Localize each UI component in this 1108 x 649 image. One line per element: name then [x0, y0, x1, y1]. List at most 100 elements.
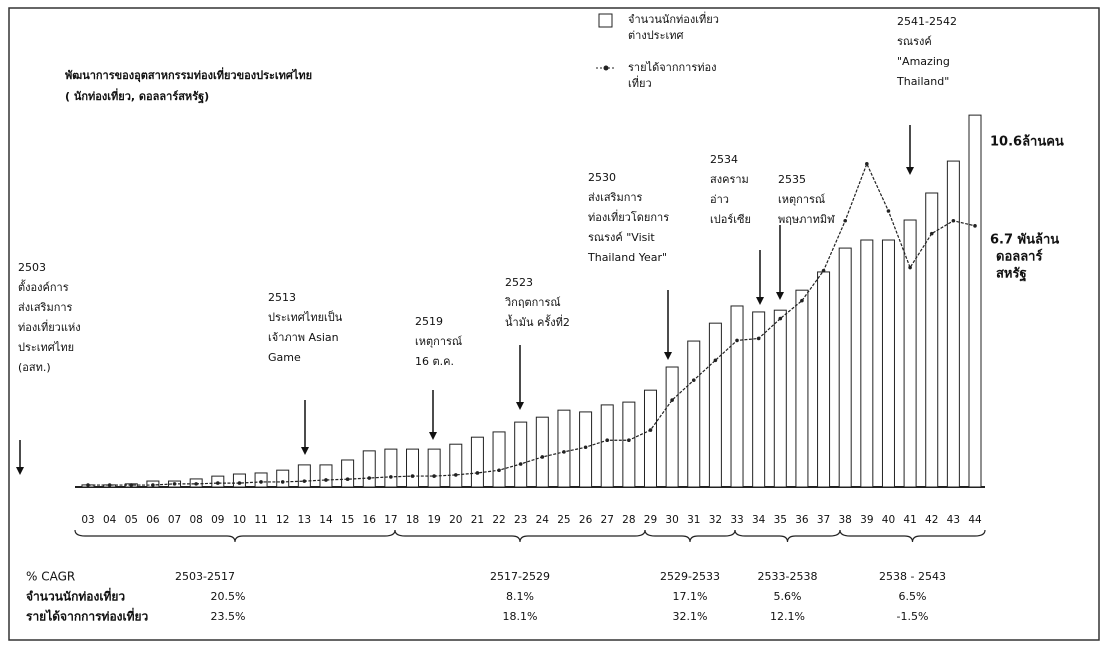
x-tick-label: 30 [665, 514, 678, 526]
x-tick-label: 06 [146, 514, 160, 526]
arrow-head [664, 352, 672, 360]
period-label: 2517-2529 [490, 570, 550, 583]
arrow-head [301, 447, 309, 455]
annotation: "Amazing [897, 55, 950, 68]
line-point [843, 218, 847, 223]
annotation: Thailand" [896, 75, 949, 88]
x-tick-label: 13 [298, 514, 311, 526]
x-tick-label: 22 [492, 514, 505, 526]
x-tick-label: 25 [557, 514, 570, 526]
row-label: รายได้จากการท่องเที่ยว [26, 608, 149, 624]
end-label: ดอลลาร์ [996, 249, 1042, 265]
line [88, 162, 976, 486]
annotation: สงคราม [710, 173, 749, 186]
x-tick-label: 29 [644, 514, 657, 526]
bar [665, 366, 679, 488]
arrow-head [16, 467, 24, 475]
legend-swatch-dot [603, 65, 609, 71]
x-tick-label: 40 [882, 514, 895, 526]
x-tick-label: 07 [168, 514, 181, 526]
bar [730, 305, 744, 488]
end-label: 6.7 พันล้าน [990, 232, 1059, 248]
line-point [691, 378, 696, 382]
bar [297, 464, 311, 488]
x-tick-label: 34 [752, 514, 766, 526]
x-tick-label: 12 [276, 514, 289, 526]
annotation: 2503 [18, 261, 46, 274]
brace [644, 529, 736, 543]
bar [773, 309, 787, 488]
cagr-value: 32.1% [673, 610, 708, 623]
line-point [410, 474, 415, 478]
bar [687, 340, 701, 488]
x-tick-label: 23 [514, 514, 527, 526]
legend-label: รายได้จากการท่องเที่ยว [628, 61, 717, 90]
bar [276, 469, 290, 488]
annotation: รณรงค์ [897, 35, 932, 48]
x-tick-label: 28 [622, 514, 635, 526]
annotation: รณรงค์ "Visit [588, 231, 655, 244]
cagr-value: 8.1% [506, 590, 534, 603]
line-point [367, 476, 372, 480]
x-tick-label: 21 [471, 514, 484, 526]
x-tick-label: 03 [81, 514, 94, 526]
line-point [237, 481, 242, 485]
line-point [583, 445, 588, 450]
x-tick-label: 39 [860, 514, 873, 526]
line-point [648, 428, 653, 432]
annotation: วิกฤตการณ์ [504, 296, 560, 309]
cagr-value: 12.1% [770, 610, 805, 623]
cagr-value: -1.5% [897, 610, 929, 623]
annotation: 2535 [778, 173, 806, 186]
x-tick-label: 42 [925, 514, 938, 526]
bar [427, 448, 441, 488]
line-point [908, 265, 912, 270]
x-tick-label: 27 [601, 514, 614, 526]
period-label: 2538 - 2543 [879, 570, 946, 583]
x-tick-label: 08 [189, 514, 202, 526]
annotation: ส่งเสริมการ [588, 191, 643, 204]
line-point [605, 438, 610, 443]
line-point [345, 477, 350, 482]
end-label: สหรัฐ [996, 267, 1027, 283]
legend-label: จำนวนนักท่องเที่ยวต่างประเทศ [628, 13, 719, 42]
x-tick-label: 14 [319, 514, 333, 526]
line-point [497, 468, 501, 473]
annotation: Game [268, 351, 301, 364]
x-tick-label: 43 [947, 514, 960, 526]
bar [535, 416, 549, 488]
x-tick-label: 35 [774, 514, 787, 526]
bar [946, 160, 960, 488]
bar [514, 421, 528, 488]
x-tick-label: 18 [406, 514, 419, 526]
x-tick-label: 36 [795, 514, 809, 526]
x-tick-label: 11 [254, 514, 267, 526]
x-tick-label: 16 [363, 514, 377, 526]
arrow-head [776, 292, 784, 300]
bar [492, 431, 506, 488]
line-point [280, 480, 285, 484]
x-tick-label: 05 [125, 514, 138, 526]
arrow-head [756, 297, 764, 305]
x-tick-label: 19 [427, 514, 440, 526]
annotation: อ่าว [710, 193, 729, 206]
line-point [562, 450, 566, 454]
period-label: 2533-2538 [758, 570, 818, 583]
period-label: 2503-2517 [175, 570, 235, 583]
annotation: ประเทศไทย [18, 341, 74, 354]
line-point [389, 475, 393, 479]
bar [817, 271, 831, 488]
annotation: น้ำมัน ครั้งที่2 [505, 314, 570, 329]
brace [394, 529, 646, 543]
line-point [540, 455, 545, 459]
bar [600, 404, 614, 488]
line-point [129, 483, 134, 487]
bar [881, 239, 895, 488]
annotation: ส่งเสริมการ [18, 301, 73, 314]
line-point [172, 482, 177, 486]
bar [406, 448, 420, 488]
annotation: ตั้งองค์การ [18, 279, 69, 294]
x-tick-label: 26 [579, 514, 593, 526]
line-point [800, 298, 804, 303]
